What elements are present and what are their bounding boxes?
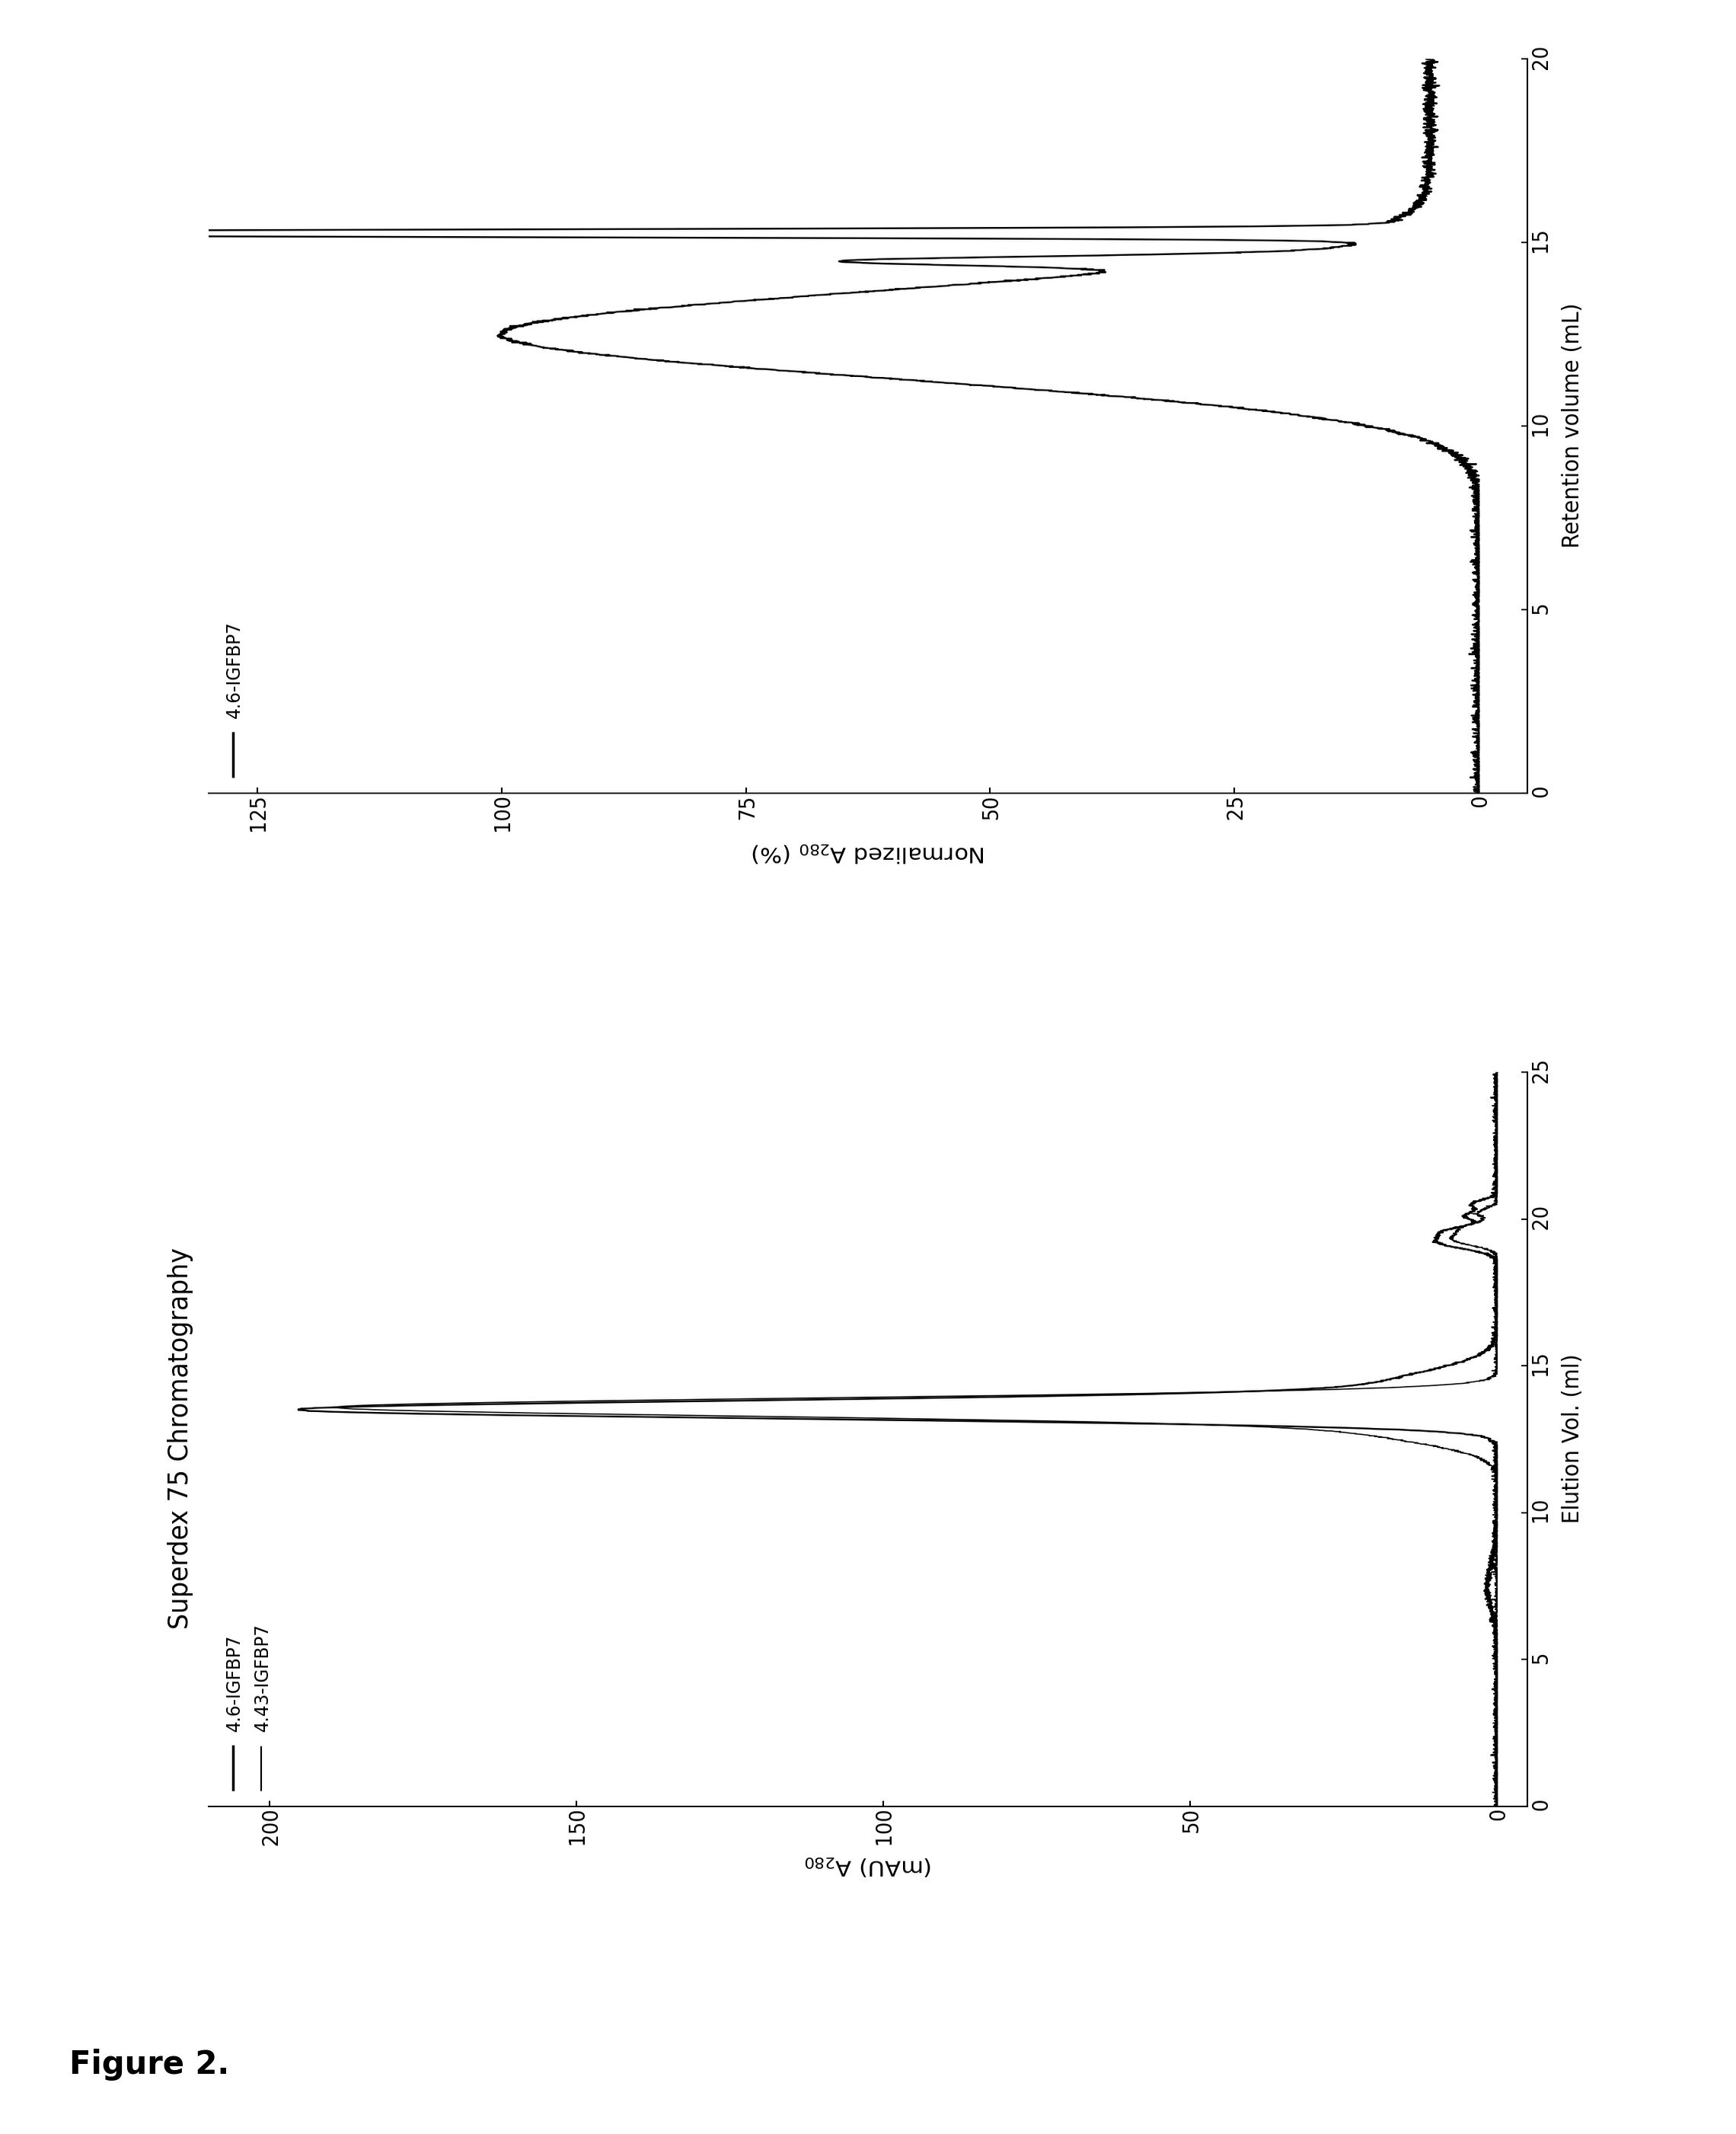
Text: Figure 2.: Figure 2. bbox=[69, 2049, 229, 2081]
